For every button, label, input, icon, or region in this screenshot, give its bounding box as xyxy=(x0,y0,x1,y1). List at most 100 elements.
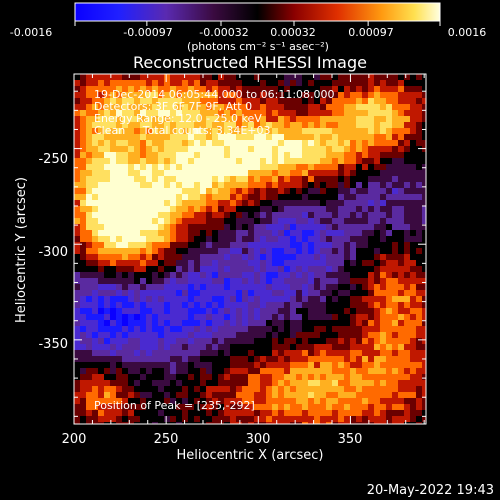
heatmap-cell xyxy=(284,392,291,399)
heatmap-cell xyxy=(86,80,93,87)
heatmap-cell xyxy=(188,392,195,399)
heatmap-cell xyxy=(110,98,117,105)
heatmap-cell xyxy=(134,182,141,189)
heatmap-cell xyxy=(194,188,201,195)
heatmap-cell xyxy=(386,410,393,417)
heatmap-cell xyxy=(314,296,321,303)
heatmap-cell xyxy=(206,188,213,195)
heatmap-cell xyxy=(314,194,321,201)
heatmap-cell xyxy=(338,158,345,165)
heatmap-cell xyxy=(320,230,327,237)
heatmap-cell xyxy=(200,104,207,111)
heatmap-cell xyxy=(404,158,411,165)
heatmap-cell xyxy=(344,146,351,153)
heatmap-cell xyxy=(194,290,201,297)
heatmap-cell xyxy=(122,74,129,81)
heatmap-cell xyxy=(314,98,321,105)
heatmap-cell xyxy=(290,134,297,141)
heatmap-cell xyxy=(278,344,285,351)
heatmap-cell xyxy=(374,302,381,309)
heatmap-cell xyxy=(104,404,111,411)
heatmap-cell xyxy=(212,320,219,327)
heatmap-cell xyxy=(236,380,243,387)
heatmap-cell xyxy=(410,338,417,345)
heatmap-cell xyxy=(368,212,375,219)
heatmap-cell xyxy=(224,362,231,369)
heatmap-cell xyxy=(266,194,273,201)
heatmap-cell xyxy=(380,314,387,321)
heatmap-cell xyxy=(230,284,237,291)
heatmap-cell xyxy=(344,260,351,267)
heatmap-cell xyxy=(224,254,231,261)
heatmap-cell xyxy=(308,146,315,153)
heatmap-cell xyxy=(344,356,351,363)
heatmap-cell xyxy=(242,356,249,363)
heatmap-cell xyxy=(308,170,315,177)
heatmap-cell xyxy=(200,284,207,291)
heatmap-cell xyxy=(362,260,369,267)
heatmap-cell xyxy=(416,254,423,261)
heatmap-cell xyxy=(290,206,297,213)
heatmap-cell xyxy=(362,152,369,159)
heatmap-cell xyxy=(92,248,99,255)
heatmap-cell xyxy=(278,224,285,231)
heatmap-cell xyxy=(110,392,117,399)
heatmap-cell xyxy=(254,278,261,285)
heatmap-cell xyxy=(164,260,171,267)
heatmap-cell xyxy=(230,74,237,81)
heatmap-cell xyxy=(302,404,309,411)
heatmap-cell xyxy=(158,176,165,183)
heatmap-cell xyxy=(350,104,357,111)
heatmap-cell xyxy=(326,152,333,159)
heatmap-cell xyxy=(236,296,243,303)
heatmap-cell xyxy=(308,236,315,243)
heatmap-cell xyxy=(86,236,93,243)
heatmap-cell xyxy=(116,368,123,375)
peak-position-label: Position of Peak = [235,-292] xyxy=(94,399,255,412)
heatmap-cell xyxy=(170,362,177,369)
y-axis-title: Heliocentric Y (arcsec) xyxy=(14,177,29,323)
heatmap-cell xyxy=(224,98,231,105)
heatmap-cell xyxy=(152,350,159,357)
heatmap-cell xyxy=(368,224,375,231)
heatmap-cell xyxy=(362,290,369,297)
heatmap-cell xyxy=(416,146,423,153)
heatmap-cell xyxy=(164,104,171,111)
heatmap-cell xyxy=(98,212,105,219)
heatmap-cell xyxy=(224,218,231,225)
heatmap-cell xyxy=(164,284,171,291)
heatmap-cell xyxy=(194,386,201,393)
heatmap-cell xyxy=(218,206,225,213)
heatmap-cell xyxy=(338,236,345,243)
heatmap-cell xyxy=(362,362,369,369)
heatmap-cell xyxy=(92,122,99,129)
heatmap-cell xyxy=(194,164,201,171)
heatmap-cell xyxy=(362,206,369,213)
heatmap-cell xyxy=(128,158,135,165)
heatmap-cell xyxy=(230,278,237,285)
heatmap-cell xyxy=(290,200,297,207)
heatmap-cell xyxy=(338,116,345,123)
heatmap-cell xyxy=(248,314,255,321)
heatmap-cell xyxy=(140,176,147,183)
heatmap-cell xyxy=(410,296,417,303)
heatmap-cell xyxy=(404,146,411,153)
heatmap-cell xyxy=(188,140,195,147)
heatmap-cell xyxy=(410,410,417,417)
heatmap-cell xyxy=(98,152,105,159)
heatmap-cell xyxy=(176,350,183,357)
heatmap-cell xyxy=(164,98,171,105)
heatmap-cell xyxy=(284,254,291,261)
heatmap-cell xyxy=(296,182,303,189)
heatmap-cell xyxy=(386,74,393,81)
heatmap-cell xyxy=(80,404,87,411)
heatmap-cell xyxy=(140,272,147,279)
heatmap-cell xyxy=(116,80,123,87)
heatmap-cell xyxy=(392,296,399,303)
heatmap-cell xyxy=(176,206,183,213)
heatmap-cell xyxy=(152,212,159,219)
heatmap-cell xyxy=(272,134,279,141)
heatmap-cell xyxy=(176,140,183,147)
heatmap-cell xyxy=(290,230,297,237)
heatmap-cell xyxy=(86,224,93,231)
